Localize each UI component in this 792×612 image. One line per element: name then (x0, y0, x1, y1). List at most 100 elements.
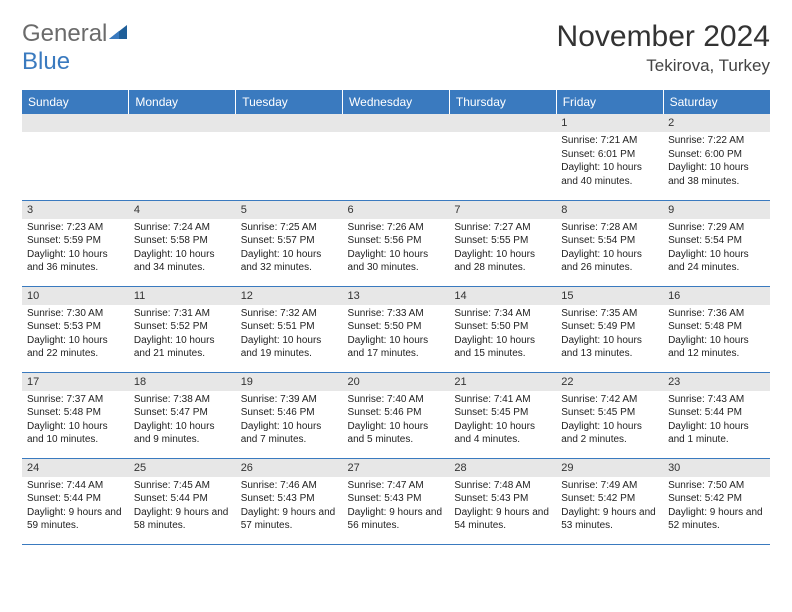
daylight-text: Daylight: 10 hours and 28 minutes. (454, 248, 551, 275)
day-content: Sunrise: 7:29 AMSunset: 5:54 PMDaylight:… (663, 219, 770, 278)
daylight-text: Daylight: 10 hours and 34 minutes. (134, 248, 231, 275)
empty-cell (236, 114, 343, 200)
sunrise-text: Sunrise: 7:49 AM (561, 479, 658, 493)
sunrise-text: Sunrise: 7:48 AM (454, 479, 551, 493)
sunset-text: Sunset: 5:48 PM (27, 406, 124, 420)
day-content: Sunrise: 7:32 AMSunset: 5:51 PMDaylight:… (236, 305, 343, 364)
sunset-text: Sunset: 5:45 PM (454, 406, 551, 420)
sunset-text: Sunset: 5:53 PM (27, 320, 124, 334)
daylight-text: Daylight: 10 hours and 10 minutes. (27, 420, 124, 447)
day-cell: 8Sunrise: 7:28 AMSunset: 5:54 PMDaylight… (556, 200, 663, 286)
sunrise-text: Sunrise: 7:22 AM (668, 134, 765, 148)
sunset-text: Sunset: 5:59 PM (27, 234, 124, 248)
day-content: Sunrise: 7:28 AMSunset: 5:54 PMDaylight:… (556, 219, 663, 278)
col-friday: Friday (556, 90, 663, 114)
daylight-text: Daylight: 10 hours and 38 minutes. (668, 161, 765, 188)
sunrise-text: Sunrise: 7:40 AM (348, 393, 445, 407)
logo-word2: Blue (22, 48, 70, 75)
sunset-text: Sunset: 6:01 PM (561, 148, 658, 162)
sunrise-text: Sunrise: 7:41 AM (454, 393, 551, 407)
daylight-text: Daylight: 9 hours and 57 minutes. (241, 506, 338, 533)
day-content: Sunrise: 7:39 AMSunset: 5:46 PMDaylight:… (236, 391, 343, 450)
day-cell: 17 Sunrise: 7:37 AMSunset: 5:48 PMDayligh… (22, 372, 129, 458)
day-content: Sunrise: 7:38 AMSunset: 5:47 PMDaylight:… (129, 391, 236, 450)
page-subtitle: Tekirova, Turkey (557, 56, 770, 76)
sunrise-text: Sunrise: 7:23 AM (27, 221, 124, 235)
day-content: Sunrise: 7:44 AMSunset: 5:44 PMDaylight:… (22, 477, 129, 536)
day-content: Sunrise: 7:34 AMSunset: 5:50 PMDaylight:… (449, 305, 556, 364)
sunrise-text: Sunrise: 7:42 AM (561, 393, 658, 407)
day-number: 15 (556, 287, 663, 305)
day-number: 17 (22, 373, 129, 391)
sunset-text: Sunset: 5:49 PM (561, 320, 658, 334)
sunset-text: Sunset: 5:44 PM (668, 406, 765, 420)
sunrise-text: Sunrise: 7:47 AM (348, 479, 445, 493)
sunrise-text: Sunrise: 7:26 AM (348, 221, 445, 235)
sunset-text: Sunset: 5:51 PM (241, 320, 338, 334)
sunset-text: Sunset: 5:42 PM (561, 492, 658, 506)
sunset-text: Sunset: 5:43 PM (241, 492, 338, 506)
day-number: 14 (449, 287, 556, 305)
day-content: Sunrise: 7:35 AMSunset: 5:49 PMDaylight:… (556, 305, 663, 364)
day-cell: 1Sunrise: 7:21 AMSunset: 6:01 PMDaylight… (556, 114, 663, 200)
daylight-text: Daylight: 9 hours and 59 minutes. (27, 506, 124, 533)
empty-daynum (236, 114, 343, 132)
day-number: 11 (129, 287, 236, 305)
day-cell: 15Sunrise: 7:35 AMSunset: 5:49 PMDayligh… (556, 286, 663, 372)
day-cell: 21Sunrise: 7:41 AMSunset: 5:45 PMDayligh… (449, 372, 556, 458)
day-content: Sunrise: 7:21 AMSunset: 6:01 PMDaylight:… (556, 132, 663, 191)
sunrise-text: Sunrise: 7:27 AM (454, 221, 551, 235)
day-cell: 3Sunrise: 7:23 AMSunset: 5:59 PMDaylight… (22, 200, 129, 286)
empty-daynum (129, 114, 236, 132)
daylight-text: Daylight: 10 hours and 32 minutes. (241, 248, 338, 275)
header: General Blue November 2024 Tekirova, Tur… (22, 20, 770, 76)
day-cell: 29Sunrise: 7:49 AMSunset: 5:42 PMDayligh… (556, 458, 663, 544)
sunset-text: Sunset: 5:46 PM (348, 406, 445, 420)
sunset-text: Sunset: 5:44 PM (134, 492, 231, 506)
day-cell: 10Sunrise: 7:30 AMSunset: 5:53 PMDayligh… (22, 286, 129, 372)
logo-word1: General (22, 20, 107, 47)
daylight-text: Daylight: 10 hours and 21 minutes. (134, 334, 231, 361)
sunrise-text: Sunrise: 7:45 AM (134, 479, 231, 493)
day-number: 27 (343, 459, 450, 477)
day-cell: 25Sunrise: 7:45 AMSunset: 5:44 PMDayligh… (129, 458, 236, 544)
sunset-text: Sunset: 5:55 PM (454, 234, 551, 248)
daylight-text: Daylight: 10 hours and 7 minutes. (241, 420, 338, 447)
day-number: 28 (449, 459, 556, 477)
daylight-text: Daylight: 10 hours and 24 minutes. (668, 248, 765, 275)
sunset-text: Sunset: 5:43 PM (348, 492, 445, 506)
sunrise-text: Sunrise: 7:44 AM (27, 479, 124, 493)
day-number: 19 (236, 373, 343, 391)
day-cell: 12Sunrise: 7:32 AMSunset: 5:51 PMDayligh… (236, 286, 343, 372)
col-tuesday: Tuesday (236, 90, 343, 114)
day-number: 23 (663, 373, 770, 391)
day-number: 9 (663, 201, 770, 219)
day-content: Sunrise: 7:40 AMSunset: 5:46 PMDaylight:… (343, 391, 450, 450)
col-wednesday: Wednesday (343, 90, 450, 114)
day-number: 6 (343, 201, 450, 219)
empty-cell (449, 114, 556, 200)
daylight-text: Daylight: 10 hours and 13 minutes. (561, 334, 658, 361)
daylight-text: Daylight: 10 hours and 19 minutes. (241, 334, 338, 361)
week-row: 1Sunrise: 7:21 AMSunset: 6:01 PMDaylight… (22, 114, 770, 200)
col-sunday: Sunday (22, 90, 129, 114)
day-content: Sunrise: 7:22 AMSunset: 6:00 PMDaylight:… (663, 132, 770, 191)
day-number: 29 (556, 459, 663, 477)
day-content: Sunrise: 7:23 AMSunset: 5:59 PMDaylight:… (22, 219, 129, 278)
sunrise-text: Sunrise: 7:39 AM (241, 393, 338, 407)
sunset-text: Sunset: 5:44 PM (27, 492, 124, 506)
day-cell: 6Sunrise: 7:26 AMSunset: 5:56 PMDaylight… (343, 200, 450, 286)
daylight-text: Daylight: 10 hours and 4 minutes. (454, 420, 551, 447)
day-number: 3 (22, 201, 129, 219)
day-cell: 14Sunrise: 7:34 AMSunset: 5:50 PMDayligh… (449, 286, 556, 372)
daylight-text: Daylight: 10 hours and 26 minutes. (561, 248, 658, 275)
sunrise-text: Sunrise: 7:24 AM (134, 221, 231, 235)
day-cell: 23Sunrise: 7:43 AMSunset: 5:44 PMDayligh… (663, 372, 770, 458)
sunrise-text: Sunrise: 7:36 AM (668, 307, 765, 321)
daylight-text: Daylight: 9 hours and 54 minutes. (454, 506, 551, 533)
day-cell: 26Sunrise: 7:46 AMSunset: 5:43 PMDayligh… (236, 458, 343, 544)
day-cell: 24Sunrise: 7:44 AMSunset: 5:44 PMDayligh… (22, 458, 129, 544)
daylight-text: Daylight: 10 hours and 36 minutes. (27, 248, 124, 275)
day-content: Sunrise: 7:43 AMSunset: 5:44 PMDaylight:… (663, 391, 770, 450)
sunrise-text: Sunrise: 7:37 AM (27, 393, 124, 407)
